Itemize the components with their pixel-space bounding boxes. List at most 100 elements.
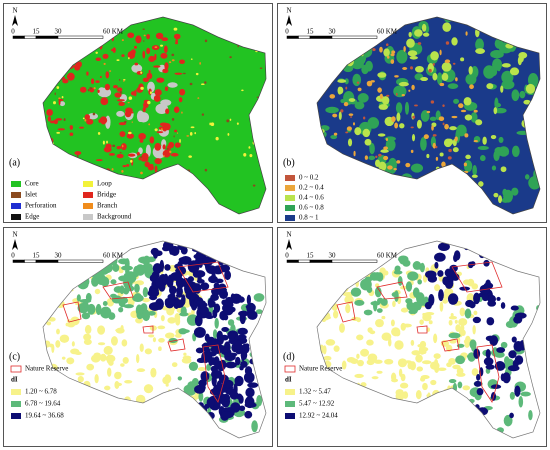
map-patch: [189, 132, 193, 136]
scale-bar: [286, 35, 299, 39]
map-patch: [47, 116, 52, 122]
map-patch: [438, 289, 444, 302]
map-patch: [143, 40, 145, 42]
map-patch: [259, 67, 263, 69]
map-patch: [144, 348, 152, 355]
map-patch: [419, 340, 427, 349]
map-patch: [226, 119, 230, 123]
map-patch: [154, 46, 158, 49]
map-patch: [187, 381, 196, 391]
map-patch: [469, 339, 477, 350]
map-patch: [163, 154, 165, 158]
map-patch: [439, 152, 444, 157]
map-patch: [462, 385, 471, 391]
scale-label: 60 KM: [377, 252, 398, 260]
map-patch: [225, 361, 237, 369]
map-patch: [124, 379, 133, 384]
map-patch: [114, 92, 122, 98]
map-patch: [229, 118, 232, 122]
map-patch: [115, 327, 125, 334]
map-patch: [411, 350, 421, 356]
map-patch: [447, 83, 459, 89]
map-patch: [393, 167, 397, 171]
legend-swatch: [11, 401, 21, 407]
map-patch: [100, 306, 112, 319]
map-patch: [503, 356, 510, 365]
legend-label: 0 ~ 0.2: [299, 174, 319, 182]
map-patch: [513, 340, 524, 352]
map-patch: [126, 285, 135, 292]
map-patch: [432, 142, 436, 149]
map-patch: [338, 111, 342, 121]
map-patch: [370, 80, 375, 83]
map-patch: [199, 306, 209, 315]
scale-label: 30: [55, 252, 63, 260]
map-patch: [483, 65, 496, 79]
map-patch: [442, 122, 445, 126]
map-patch: [475, 119, 483, 126]
map-patch: [190, 58, 193, 61]
map-patch: [116, 145, 122, 150]
map-patch: [406, 38, 415, 48]
map-patch: [509, 391, 515, 400]
map-patch: [374, 286, 382, 298]
map-patch: [410, 303, 419, 315]
scale-bar: [309, 259, 333, 263]
map-patch: [54, 92, 56, 96]
map-patch: [471, 368, 479, 376]
nature-reserve: [476, 344, 500, 403]
map-patch: [473, 348, 481, 359]
map-patch: [178, 329, 190, 334]
map-patch: [126, 164, 130, 167]
legend-label: Bridge: [97, 191, 116, 199]
map-patch: [333, 132, 338, 136]
map-patch: [476, 373, 481, 381]
map-patch: [445, 41, 450, 45]
map-patch: [403, 45, 406, 52]
map-patch: [128, 111, 134, 114]
map-patch: [62, 78, 69, 84]
nature-reserve: [336, 301, 356, 323]
map-patch: [391, 327, 401, 337]
map-outline: [316, 240, 541, 439]
map-patch: [50, 120, 55, 124]
map-patch: [462, 279, 472, 285]
map-patch: [84, 114, 90, 120]
map-patch: [139, 139, 144, 143]
map-patch: [501, 63, 511, 68]
map-patch: [102, 53, 109, 59]
legend-swatch: [83, 181, 93, 187]
map-patch: [119, 131, 126, 137]
map-patch: [160, 44, 164, 47]
map-patch: [390, 319, 395, 327]
map-patch: [465, 73, 477, 85]
map-patch: [500, 302, 506, 309]
nature-reserve: [167, 338, 186, 352]
map-patch: [360, 348, 370, 357]
nature-reserve: [416, 325, 428, 334]
panel-label: (b): [283, 157, 295, 168]
map-patch: [464, 308, 472, 319]
map-patch: [223, 314, 229, 321]
map-patch: [154, 158, 162, 165]
map-patch: [345, 86, 348, 90]
map-patch: [173, 106, 180, 114]
map-patch: [490, 134, 497, 140]
map-patch: [119, 78, 121, 81]
map-patch: [181, 111, 183, 114]
map-patch: [198, 391, 204, 402]
nature-reserve: [451, 261, 503, 293]
map-patch: [398, 368, 403, 377]
map-patch: [409, 56, 418, 60]
map-patch: [472, 164, 477, 176]
map-patch: [354, 127, 362, 136]
map-patch: [100, 97, 109, 106]
legend-label: Core: [25, 180, 39, 188]
map-patch: [417, 279, 422, 285]
map-patch: [472, 325, 476, 335]
map-patch: [164, 374, 170, 382]
map-patch: [391, 116, 396, 123]
map-patch: [154, 89, 162, 96]
map-patch: [240, 350, 248, 360]
map-patch: [83, 333, 92, 341]
